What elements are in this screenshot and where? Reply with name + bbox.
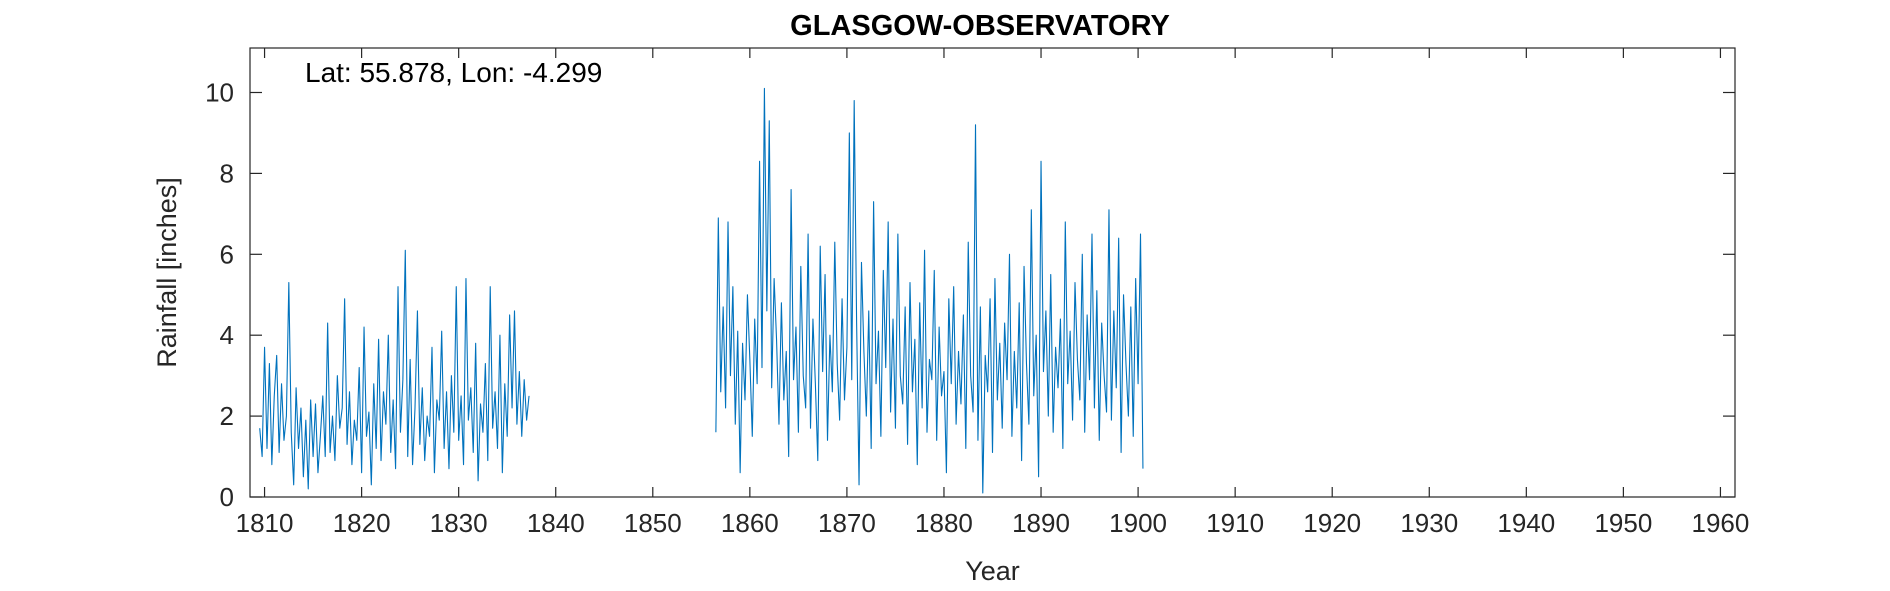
- y-tick-label: 0: [220, 482, 234, 512]
- y-axis-label: Rainfall [inches]: [152, 177, 182, 368]
- x-axis-label: Year: [965, 556, 1020, 586]
- x-tick-label: 1850: [624, 508, 682, 538]
- chart-title: GLASGOW-OBSERVATORY: [790, 10, 1170, 42]
- axes-box: [249, 47, 1736, 498]
- x-tick-label: 1960: [1692, 508, 1750, 538]
- x-tick-label: 1950: [1594, 508, 1652, 538]
- rainfall-series-segment-1: [259, 249, 530, 490]
- x-tick-label: 1840: [527, 508, 585, 538]
- station-coordinates: Lat: 55.878, Lon: -4.299: [305, 57, 602, 88]
- x-tick-label: 1910: [1206, 508, 1264, 538]
- y-tick-label: 6: [220, 239, 234, 269]
- x-tick-label: 1870: [818, 508, 876, 538]
- x-tick-label: 1880: [915, 508, 973, 538]
- rainfall-series-segment-2: [715, 87, 1144, 494]
- y-tick-label: 2: [220, 401, 234, 431]
- x-tick-label: 1890: [1012, 508, 1070, 538]
- x-tick-label: 1860: [721, 508, 779, 538]
- x-tick-label: 1810: [236, 508, 294, 538]
- x-tick-label: 1820: [333, 508, 391, 538]
- x-tick-label: 1900: [1109, 508, 1167, 538]
- x-tick-label: 1930: [1400, 508, 1458, 538]
- x-tick-label: 1830: [430, 508, 488, 538]
- y-tick-label: 8: [220, 158, 234, 188]
- x-tick-label: 1920: [1303, 508, 1361, 538]
- y-tick-label: 10: [205, 77, 234, 107]
- y-tick-label: 4: [220, 320, 234, 350]
- x-tick-label: 1940: [1497, 508, 1555, 538]
- plot-area: 1810 1820 1830 1840 1850 1860 1870 1880 1890 1900…: [152, 47, 1750, 586]
